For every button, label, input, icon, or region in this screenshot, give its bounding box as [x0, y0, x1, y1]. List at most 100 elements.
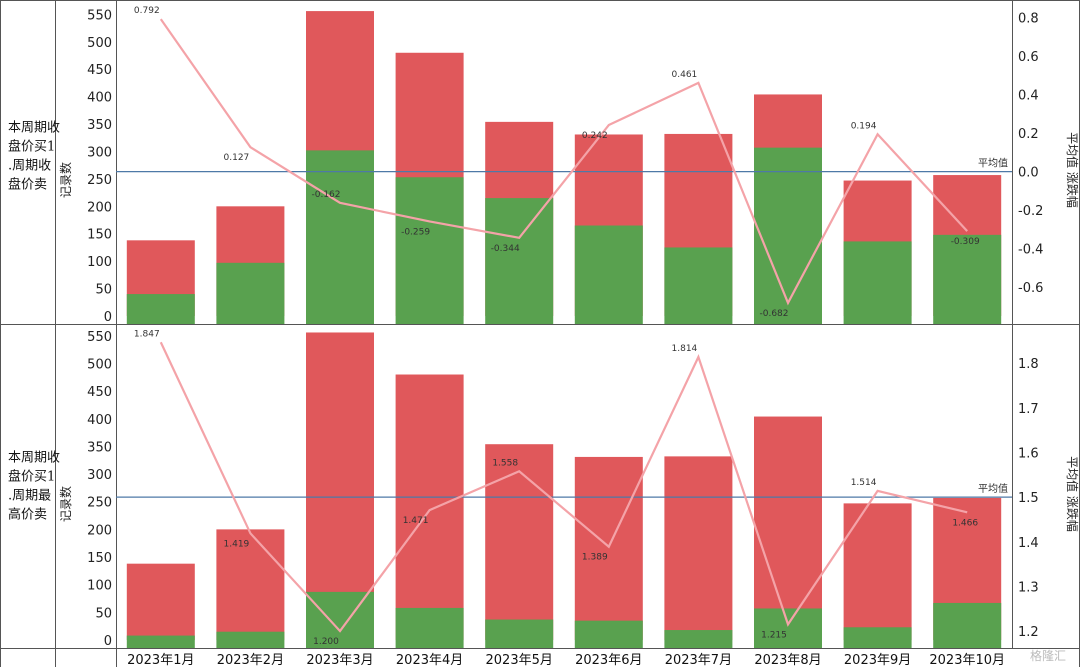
- data-label-1-7: 1.215: [761, 630, 787, 640]
- right-tick-label-1: 1.4: [1018, 536, 1039, 551]
- bar-red-1-3: [395, 374, 464, 640]
- left-tick-label-0: 450: [87, 63, 112, 78]
- bar-green-0-9: [933, 234, 1002, 324]
- data-label-0-0: 0.792: [134, 6, 160, 16]
- bar-green-1-5: [574, 620, 643, 648]
- left-axis-label-0: 记录数: [58, 162, 73, 198]
- data-label-0-5: 0.242: [582, 131, 608, 141]
- right-tick-label-1: 1.6: [1018, 447, 1039, 462]
- data-label-0-3: -0.259: [401, 227, 430, 237]
- data-label-0-7: -0.682: [759, 309, 788, 319]
- left-tick-label-0: 400: [87, 91, 112, 106]
- right-tick-label-1: 1.7: [1018, 402, 1039, 417]
- bar-red-1-7: [754, 416, 822, 640]
- left-tick-label-0: 0: [104, 310, 112, 325]
- bar-green-0-4: [485, 198, 554, 324]
- left-tick-label-1: 250: [87, 496, 112, 511]
- right-tick-label-1: 1.5: [1018, 491, 1039, 506]
- x-tick-label-2: 2023年3月: [306, 653, 373, 667]
- data-label-1-6: 1.814: [672, 344, 698, 354]
- x-tick-label-5: 2023年6月: [575, 653, 642, 667]
- row-label-line-1-0: 本周期收: [8, 451, 60, 466]
- data-label-0-4: -0.344: [491, 244, 520, 254]
- bar-red-1-0: [126, 563, 195, 640]
- reference-line-label-0: 平均值: [978, 157, 1008, 170]
- data-label-1-9: 1.466: [952, 518, 978, 528]
- left-tick-label-0: 550: [87, 8, 112, 23]
- left-tick-label-1: 100: [87, 579, 112, 594]
- left-tick-label-0: 300: [87, 145, 112, 160]
- data-label-0-6: 0.461: [672, 70, 698, 80]
- reference-line-label-1: 平均值: [978, 482, 1008, 495]
- right-tick-label-0: -0.6: [1018, 281, 1043, 296]
- bar-green-0-6: [664, 247, 733, 324]
- bar-green-1-4: [485, 619, 554, 648]
- right-tick-label-0: 0.8: [1018, 12, 1039, 27]
- bar-red-1-1: [216, 529, 285, 640]
- data-label-1-2: 1.200: [313, 637, 339, 647]
- x-tick-label-7: 2023年8月: [754, 653, 821, 667]
- row-label-line-0-0: 本周期收: [8, 121, 60, 136]
- right-tick-label-0: -0.2: [1018, 204, 1043, 219]
- x-tick-label-0: 2023年1月: [127, 653, 194, 667]
- x-tick-label-8: 2023年9月: [844, 653, 911, 667]
- x-tick-label-9: 2023年10月: [929, 653, 1005, 667]
- x-tick-label-1: 2023年2月: [217, 653, 284, 667]
- left-tick-label-0: 200: [87, 200, 112, 215]
- left-tick-label-1: 0: [104, 634, 112, 649]
- right-tick-label-1: 1.2: [1018, 625, 1039, 640]
- right-tick-label-1: 1.8: [1018, 357, 1039, 372]
- left-tick-label-1: 550: [87, 330, 112, 345]
- left-tick-label-1: 150: [87, 551, 112, 566]
- bar-green-0-2: [306, 150, 374, 324]
- data-label-1-0: 1.847: [134, 329, 160, 339]
- bar-red-1-2: [306, 332, 374, 640]
- right-axis-label-1: 平均值 涨跌幅: [1065, 456, 1080, 532]
- row-label-line-0-1: 盘价买1: [8, 139, 55, 155]
- right-tick-label-0: 0.4: [1018, 89, 1039, 104]
- left-axis-label-1: 记录数: [58, 486, 73, 522]
- left-tick-label-1: 50: [95, 606, 112, 621]
- left-tick-label-0: 150: [87, 228, 112, 243]
- data-label-1-1: 1.419: [224, 539, 250, 549]
- data-label-1-5: 1.389: [582, 553, 608, 563]
- data-label-1-3: 1.471: [403, 516, 429, 526]
- line-series-1: [159, 341, 968, 633]
- right-axis-label-0: 平均值 涨跌幅: [1065, 132, 1080, 208]
- left-tick-label-1: 400: [87, 413, 112, 428]
- left-tick-label-0: 100: [87, 255, 112, 270]
- right-tick-label-0: 0.0: [1018, 166, 1039, 181]
- row-label-line-1-2: .周期最: [8, 489, 51, 504]
- data-label-0-2: -0.162: [311, 190, 340, 200]
- watermark-text: 格隆汇: [1030, 648, 1066, 663]
- bar-green-0-3: [395, 177, 464, 324]
- left-tick-label-1: 300: [87, 468, 112, 483]
- left-tick-label-1: 450: [87, 385, 112, 400]
- bar-red-1-6: [664, 456, 733, 640]
- row-label-line-0-2: .周期收: [8, 159, 51, 174]
- bar-red-1-4: [485, 444, 554, 640]
- left-tick-label-1: 200: [87, 523, 112, 538]
- data-label-1-8: 1.514: [851, 478, 877, 488]
- row-label-line-0-3: 盘价卖: [8, 177, 47, 193]
- bar-green-0-5: [574, 225, 643, 324]
- bar-green-0-1: [216, 262, 285, 324]
- x-tick-label-4: 2023年5月: [486, 653, 553, 667]
- row-label-line-1-3: 高价卖: [8, 507, 47, 523]
- data-label-1-4: 1.558: [492, 458, 518, 468]
- data-label-0-9: -0.309: [951, 237, 980, 247]
- left-tick-label-0: 500: [87, 36, 112, 51]
- bar-green-1-0: [126, 635, 195, 648]
- left-tick-label-0: 50: [95, 283, 112, 298]
- x-tick-label-3: 2023年4月: [396, 653, 463, 667]
- bar-green-0-0: [126, 294, 195, 324]
- x-tick-label-6: 2023年7月: [665, 653, 732, 667]
- bar-green-1-8: [843, 627, 912, 648]
- left-tick-label-1: 350: [87, 440, 112, 455]
- bar-red-1-8: [843, 503, 912, 640]
- bar-green-1-6: [664, 630, 733, 648]
- left-tick-label-0: 250: [87, 173, 112, 188]
- left-tick-label-1: 500: [87, 357, 112, 372]
